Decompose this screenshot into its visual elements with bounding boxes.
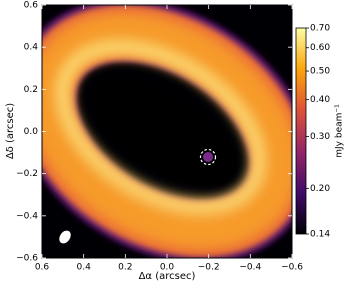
x-tick-label: 0.6: [35, 263, 50, 273]
compact-source: [203, 152, 213, 162]
x-tick-label: −0.2: [198, 263, 220, 273]
colorbar-label: mJy beam⁻¹: [335, 104, 345, 158]
y-tick-label: 0.0: [24, 127, 39, 137]
y-tick-label: 0.6: [24, 1, 39, 11]
colorbar-tick-label: 0.70: [310, 24, 330, 34]
colorbar-tick-label: 0.50: [310, 67, 330, 77]
image: [42, 5, 292, 258]
disk-ring: [42, 5, 292, 258]
colorbar: [295, 27, 307, 235]
colorbar-tick-label: 0.60: [310, 43, 330, 53]
y-tick-label: 0.2: [24, 85, 38, 95]
beam: [59, 230, 71, 244]
y-tick-label: 0.4: [24, 43, 39, 53]
y-tick-label: −0.4: [16, 211, 38, 221]
colorbar-tick-label: 0.30: [310, 132, 330, 142]
colorbar-tick-label: 0.20: [310, 184, 330, 194]
y-tick-label: −0.2: [16, 169, 38, 179]
x-tick-label: −0.6: [281, 263, 303, 273]
y-tick-label: −0.6: [16, 254, 38, 264]
colorbar-tick-label: 0.40: [310, 95, 330, 105]
x-tick-label: −0.4: [239, 263, 261, 273]
source-marker: [199, 148, 217, 166]
x-tick-label: 0.4: [77, 263, 92, 273]
colorbar-tick-label: 0.14: [310, 230, 330, 240]
x-tick-label: 0.0: [160, 263, 175, 273]
y-axis-label: Δδ (arcsec): [5, 103, 16, 159]
x-tick-label: 0.2: [118, 263, 132, 273]
x-axis-label: Δα (arcsec): [139, 271, 196, 282]
